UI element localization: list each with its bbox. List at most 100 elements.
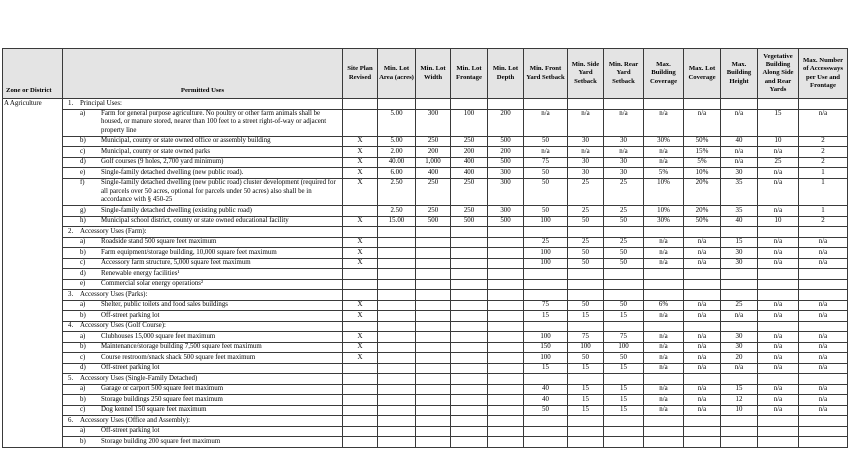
value-cell: 50 [523, 205, 568, 217]
value-cell [415, 404, 451, 417]
item-marker: a) [80, 427, 86, 435]
value-cell [377, 404, 416, 417]
value-cell: 50 [523, 404, 568, 417]
value-cell: n/a [798, 299, 848, 312]
value-cell [487, 373, 524, 385]
value-cell [523, 320, 568, 333]
value-cell: 50 [603, 352, 644, 364]
value-cell [377, 331, 416, 343]
value-cell [450, 425, 488, 438]
value-cell [487, 383, 524, 396]
value-cell: 20% [683, 177, 721, 207]
value-cell: X [342, 247, 378, 259]
value-cell [567, 436, 604, 448]
value-cell: n/a [643, 352, 684, 364]
value-cell [603, 278, 644, 291]
header-row: Zone or District Permitted Uses Site Pla… [2, 48, 848, 99]
value-cell: 40 [523, 383, 568, 396]
value-cell: 30 [603, 167, 644, 179]
value-cell: n/a [757, 362, 799, 375]
value-cell [342, 425, 378, 438]
use-row: b) Off-street parking lot X 15 15 15 n/a n/a n/a… [3, 310, 848, 322]
use-label: Off-street parking lot [101, 427, 160, 435]
value-cell [683, 373, 721, 385]
value-cell: n/a [683, 352, 721, 364]
value-cell: n/a [683, 331, 721, 343]
permitted-use-cell: a) Farm for general purpose agriculture. … [62, 108, 343, 137]
value-cell: n/a [757, 299, 799, 312]
value-cell [683, 278, 721, 291]
value-cell [377, 373, 416, 385]
value-cell [415, 373, 451, 385]
value-cell [683, 268, 721, 280]
value-cell [450, 362, 488, 375]
value-cell: 25 [603, 205, 644, 217]
value-cell [643, 289, 684, 301]
value-cell: n/a [798, 331, 848, 343]
section-row: 4. Accessory Uses (Golf Course): [3, 320, 848, 333]
value-cell [415, 257, 451, 270]
use-label: Accessory Uses (Golf Course): [80, 322, 166, 330]
value-cell [342, 205, 378, 217]
value-cell [757, 425, 799, 438]
value-cell [377, 278, 416, 291]
value-cell: n/a [720, 146, 758, 158]
value-cell: n/a [683, 394, 721, 406]
value-cell: n/a [643, 257, 684, 270]
item-marker: c) [80, 147, 86, 155]
value-cell: n/a [643, 108, 684, 137]
value-cell: n/a [523, 108, 568, 137]
value-cell: n/a [798, 236, 848, 249]
value-cell [798, 415, 848, 427]
section-row: A Agriculture 1. Principal Uses: [2, 98, 848, 448]
value-cell: 30 [567, 156, 604, 169]
value-cell [415, 299, 451, 312]
value-cell [450, 236, 488, 249]
value-cell: n/a [567, 146, 604, 158]
value-cell: 500 [487, 135, 524, 148]
use-label: Roadside stand 500 square feet maximum [101, 238, 217, 246]
permitted-use-cell: d) Off-street parking lot [62, 362, 343, 375]
use-row: c) Dog kennel 150 square feet maximum 50 15… [3, 404, 848, 417]
permitted-use-cell: g) Single-family detached dwelling (exist… [62, 205, 343, 217]
value-cell: 75 [523, 156, 568, 169]
header-permitted-uses: Permitted Uses [62, 48, 343, 99]
value-cell: 15 [567, 383, 604, 396]
use-label: Single-family detached dwelling (existin… [101, 206, 252, 214]
value-cell [342, 373, 378, 385]
value-cell: 50 [603, 299, 644, 312]
value-cell [523, 415, 568, 427]
value-cell: 75 [523, 299, 568, 312]
value-cell [342, 394, 378, 406]
value-cell: n/a [643, 247, 684, 259]
value-cell: 40 [720, 135, 758, 148]
permitted-use-cell: c) Course restroom/snack shack 500 square… [62, 352, 343, 364]
value-cell [487, 394, 524, 406]
value-cell: 500 [450, 215, 488, 228]
use-label: Clubhouses 15,000 square feet maximum [101, 332, 216, 340]
value-cell: n/a [683, 108, 721, 137]
value-cell [720, 289, 758, 301]
item-marker: 2. [68, 227, 74, 235]
use-label: Commercial solar energy operations² [101, 280, 204, 288]
value-cell [798, 289, 848, 301]
use-row: b) Farm equipment/storage building, 10,00… [3, 247, 848, 259]
value-cell [415, 236, 451, 249]
value-cell: 50 [567, 352, 604, 364]
value-cell [487, 341, 524, 354]
use-row: h) Municipal school district, county or s… [3, 215, 848, 228]
value-cell: 300 [487, 167, 524, 179]
value-cell [683, 289, 721, 301]
value-cell [603, 98, 644, 110]
value-cell: 25 [567, 236, 604, 249]
value-cell [523, 425, 568, 438]
value-cell: 500 [487, 215, 524, 228]
value-cell [643, 268, 684, 280]
value-cell [683, 226, 721, 238]
use-row: g) Single-family detached dwelling (exist… [3, 205, 848, 217]
value-cell [798, 436, 848, 448]
header-zone-or-district: Zone or District [2, 48, 63, 99]
use-row: c) Municipal, county or state owned parks… [3, 146, 848, 158]
use-row: b) Maintenance/storage building 7,500 squ… [3, 341, 848, 354]
value-cell: 2.00 [377, 146, 416, 158]
